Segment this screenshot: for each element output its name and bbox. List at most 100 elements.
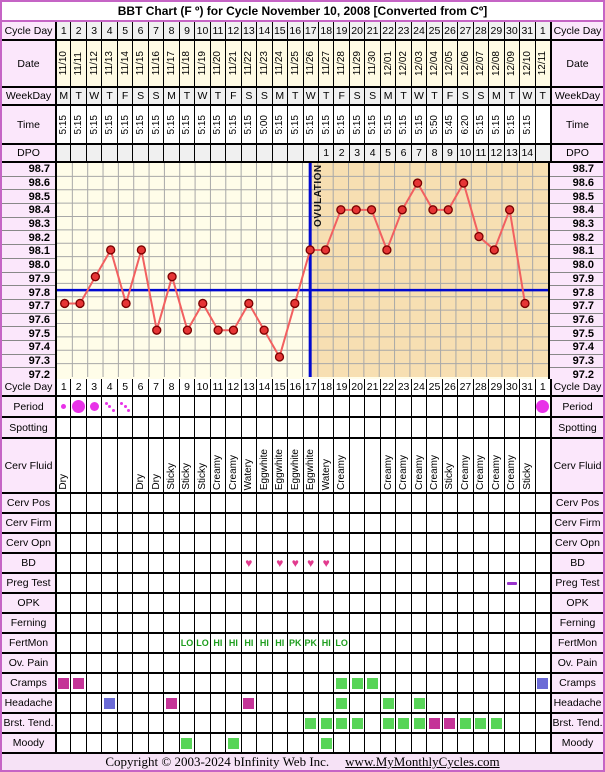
cell-day-5 bbox=[116, 494, 133, 512]
site-link[interactable]: www.MyMonthlyCycles.com bbox=[345, 754, 500, 769]
row-cerv-fluid: Cerv Fluid Dry Dry Dry Sticky Sticky Sticky Cre… bbox=[2, 439, 603, 494]
cell-text: T bbox=[214, 90, 222, 102]
cell-day-17: 17 bbox=[302, 379, 318, 395]
cell-day-17 bbox=[302, 418, 318, 437]
fertmon-reading: HI bbox=[275, 638, 285, 648]
row-label-bd: BD bbox=[2, 554, 55, 572]
cell-day-7 bbox=[147, 574, 164, 592]
cell-day-29 bbox=[488, 674, 504, 692]
y-axis-tick: 98.2 bbox=[2, 231, 55, 246]
cell-day-19 bbox=[333, 514, 349, 532]
y-axis-labels-left: 98.7 98.6 98.5 98.4 98.3 98.2 98.1 98.0 97.9 97.8… bbox=[2, 163, 55, 382]
y-axis-tick: 97.5 bbox=[550, 327, 603, 341]
cell-day-16: 16 bbox=[287, 22, 303, 39]
y-axis-tick: 98.3 bbox=[550, 218, 603, 232]
cell-day-22 bbox=[379, 574, 396, 592]
temperature-point-day-31 bbox=[520, 298, 530, 309]
symptom-square-icon bbox=[398, 717, 410, 729]
cell-day-26: Sticky bbox=[441, 439, 458, 492]
temperature-plot: OVULATION bbox=[55, 163, 550, 382]
cell-text: 16 bbox=[289, 24, 302, 37]
row-cerv-pos: Cerv Pos Cerv Pos bbox=[2, 494, 603, 514]
cell-day-28 bbox=[472, 674, 489, 692]
row-label-period: Period bbox=[550, 397, 603, 416]
cell-day-14: 14 bbox=[256, 379, 272, 395]
cell-day-29 bbox=[488, 554, 504, 572]
cell-day-15: 15 bbox=[271, 379, 288, 395]
cell-day-3 bbox=[85, 714, 102, 732]
y-axis-tick: 98.4 bbox=[550, 204, 603, 218]
cell-day-18: 11/27 bbox=[317, 41, 334, 86]
temperature-point-day-2 bbox=[75, 298, 85, 309]
cell-day-3 bbox=[85, 654, 102, 672]
cell-day-16 bbox=[287, 145, 303, 161]
cell-day-6 bbox=[132, 574, 148, 592]
cell-text: 3 bbox=[91, 24, 98, 37]
cell-day-4 bbox=[101, 734, 117, 752]
cell-day-13 bbox=[240, 397, 257, 416]
cell-text: F bbox=[121, 90, 129, 102]
cell-day-12 bbox=[225, 594, 241, 612]
cell-day-26: 5:45 bbox=[441, 106, 458, 143]
cell-day-8 bbox=[163, 418, 179, 437]
cell-day-12 bbox=[225, 514, 241, 532]
cell-day-20: 11/29 bbox=[348, 41, 365, 86]
cell-day-23: 6 bbox=[395, 145, 411, 161]
cell-text: 21 bbox=[366, 24, 379, 37]
symptom-square-icon bbox=[444, 717, 456, 729]
cell-day-7: Dry bbox=[147, 439, 164, 492]
cell-day-14: Eggwhite bbox=[256, 439, 272, 492]
cell-day-9: Sticky bbox=[178, 439, 195, 492]
y-axis-tick: 97.6 bbox=[550, 314, 603, 328]
cell-day-10 bbox=[194, 397, 210, 416]
cell-day-24 bbox=[410, 554, 427, 572]
cell-day-29 bbox=[488, 694, 504, 712]
cell-day-9 bbox=[178, 494, 195, 512]
cell-day-18 bbox=[317, 614, 334, 632]
cell-day-27 bbox=[457, 534, 473, 552]
cell-day-26 bbox=[441, 714, 458, 732]
vertical-text: Sticky bbox=[196, 463, 208, 490]
header-grid: Cycle Day 1 2 3 4 5 6 7 8 9 10 11 12 13 14 15 16 17 18 19 20… bbox=[2, 22, 603, 163]
cell-day-31 bbox=[519, 674, 535, 692]
cell-day-7 bbox=[147, 614, 164, 632]
vertical-text: Creamy bbox=[382, 454, 394, 490]
cell-day-3 bbox=[85, 694, 102, 712]
cell-day-18: 5:15 bbox=[317, 106, 334, 143]
row-label-dpo: DPO bbox=[550, 145, 603, 161]
cell-day-9: 11/18 bbox=[178, 41, 195, 86]
vertical-text: 5:15 bbox=[289, 114, 301, 135]
cell-text: T bbox=[539, 90, 546, 102]
cell-day-4: 11/13 bbox=[101, 41, 117, 86]
cell-day-26 bbox=[441, 554, 458, 572]
cell-day-7 bbox=[147, 654, 164, 672]
cell-day-7 bbox=[147, 734, 164, 752]
cell-day-2 bbox=[70, 514, 86, 532]
cell-day-9: T bbox=[178, 88, 195, 104]
cell-day-29: 29 bbox=[488, 379, 504, 395]
cell-text: 10 bbox=[196, 24, 209, 37]
cell-day-22: 5:15 bbox=[379, 106, 396, 143]
cell-day-20: S bbox=[348, 88, 365, 104]
symptom-square-icon bbox=[243, 697, 255, 709]
cell-day-6 bbox=[132, 397, 148, 416]
cell-day-24: 5:15 bbox=[410, 106, 427, 143]
cell-day-21 bbox=[364, 654, 380, 672]
vertical-text: Creamy bbox=[475, 454, 487, 490]
cell-day-22 bbox=[379, 634, 396, 652]
cell-day-30: 30 bbox=[503, 379, 520, 395]
row-label-fertmon: FertMon bbox=[550, 634, 603, 652]
cell-day-12: 12 bbox=[225, 22, 241, 39]
cell-day-9 bbox=[178, 418, 195, 437]
cell-day-29 bbox=[488, 534, 504, 552]
cell-day-21 bbox=[364, 694, 380, 712]
cell-day-4 bbox=[101, 614, 117, 632]
cell-text: F bbox=[230, 90, 237, 102]
row-label-preg-test: Preg Test bbox=[2, 574, 55, 592]
cell-day-4 bbox=[101, 534, 117, 552]
row-label-cramps: Cramps bbox=[550, 674, 603, 692]
cell-day-8 bbox=[163, 594, 179, 612]
cell-day-28 bbox=[472, 714, 489, 732]
cell-day-19 bbox=[333, 654, 349, 672]
cell-day-4 bbox=[101, 714, 117, 732]
